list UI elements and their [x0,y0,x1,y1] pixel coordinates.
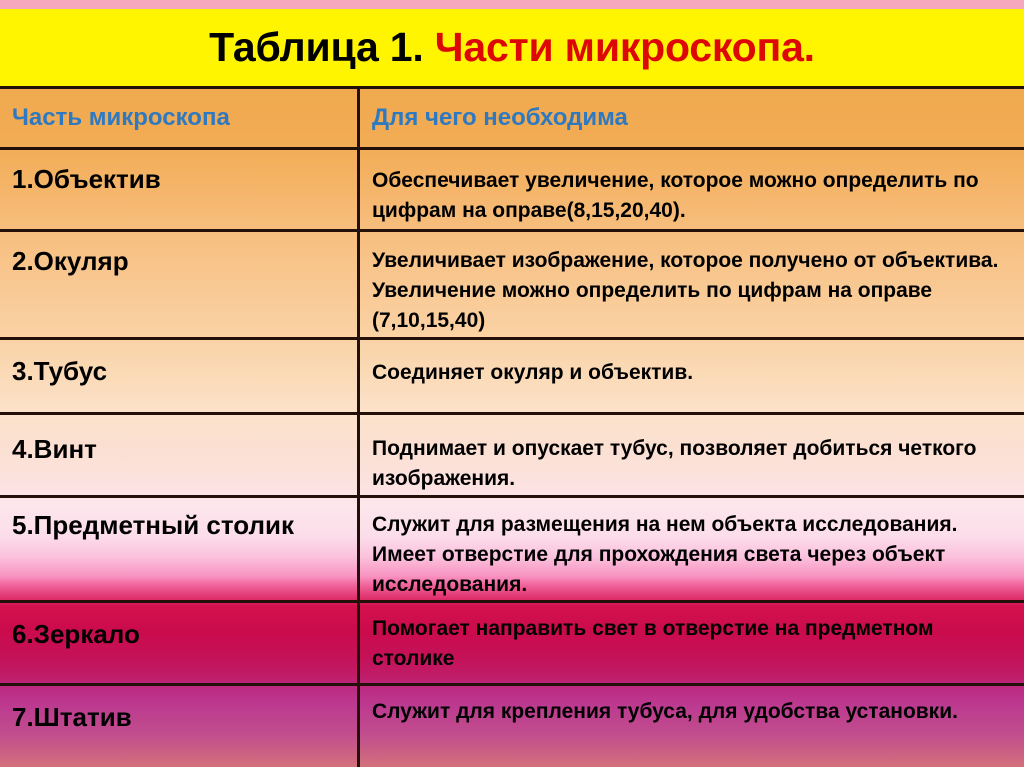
row-separator-header [0,147,1024,150]
title-space [424,24,435,70]
table-row-description-1: Обеспечивает увеличение, которое можно о… [372,169,979,222]
table-row-description-7: Служит для крепления тубуса, для удобств… [372,700,958,723]
table-row-part-4: 4.Винт [12,434,97,464]
table-row-description-2: Увеличивает изображение, которое получен… [372,249,999,332]
header-description-column: Для чего необходима [372,104,628,131]
table-row-part-5: 5.Предметный столик [12,510,295,540]
title-band: Таблица 1. Части микроскопа. [0,9,1024,86]
page-title: Таблица 1. Части микроскопа. [209,27,815,68]
row-separator-2 [0,337,1024,340]
microscope-parts-table: Часть микроскопа Для чего необходима 1.О… [0,86,1024,767]
column-divider [357,86,360,767]
row-separator-1 [0,229,1024,232]
header-part-column: Часть микроскопа [12,104,230,131]
table-row-part-7: 7.Штатив [12,702,132,732]
table-row-part-3: 3.Тубус [12,356,108,386]
row-separator-top [0,86,1024,89]
row-separator-3 [0,412,1024,415]
row-separator-4 [0,495,1024,498]
table-row-description-4: Поднимает и опускает тубус, позволяет до… [372,437,977,490]
table-row-description-3: Соединяет окуляр и объектив. [372,361,694,384]
row-separator-5 [0,600,1024,603]
table-row-part-6: 6.Зеркало [12,619,140,649]
table-row-part-2: 2.Окуляр [12,246,129,276]
title-highlight: Части микроскопа. [434,24,815,70]
table-row-description-5: Служит для размещения на нем объекта исс… [372,513,958,596]
table-row-part-1: 1.Объектив [12,164,161,194]
row-separator-6 [0,683,1024,686]
table-row-description-6: Помогает направить свет в отверстие на п… [372,617,934,670]
title-prefix: Таблица 1. [209,24,424,70]
